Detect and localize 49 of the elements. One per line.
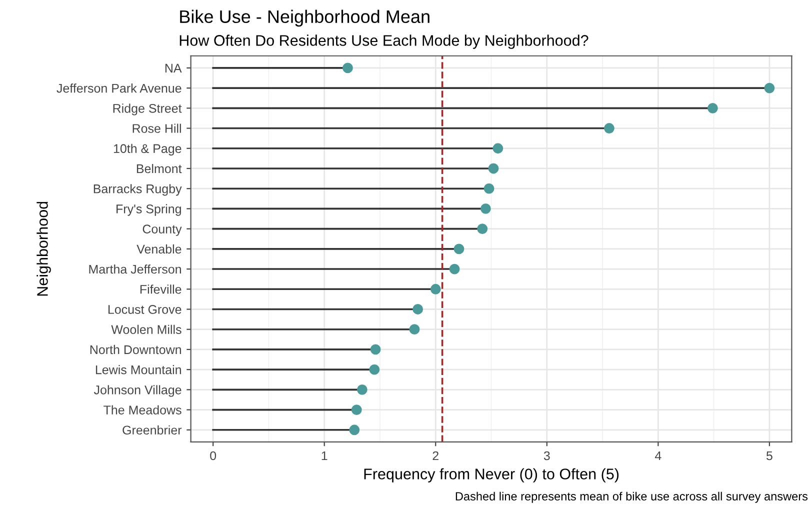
y-axis-title: Neighborhood: [36, 202, 51, 296]
point: [412, 304, 424, 314]
y-tick-label: North Downtown: [90, 344, 181, 354]
point: [604, 123, 614, 134]
point: [488, 163, 499, 174]
point: [484, 183, 494, 194]
x-axis-title: Frequency from Never (0) to Often (5): [364, 468, 619, 482]
point: [492, 143, 504, 154]
point: [409, 324, 420, 335]
y-tick-label: NA: [165, 64, 182, 72]
point: [342, 62, 353, 74]
point: [707, 102, 718, 114]
point: [370, 344, 381, 355]
y-tick-label: Locust Grove: [108, 305, 182, 314]
x-tick-label: 1: [322, 451, 328, 460]
x-tick-label: 2: [432, 451, 438, 460]
y-tick-label: The Meadows: [104, 405, 182, 414]
y-tick-label: Woolen Mills: [111, 324, 182, 334]
y-tick-label: Jefferson Park Avenue: [56, 84, 182, 93]
point: [430, 284, 441, 294]
x-tick-label: 0: [210, 451, 216, 460]
y-tick-label: Greenbrier: [122, 425, 182, 435]
point: [449, 264, 460, 274]
point: [764, 82, 775, 94]
text: Dashed line represents mean of bike use across all survey answers: [456, 492, 808, 503]
y-tick-label: Fry's Spring: [116, 204, 181, 216]
point: [454, 244, 464, 254]
y-tick-label: Venable: [136, 244, 182, 254]
point: [356, 384, 368, 395]
chart-title: Bike Use - Neighborhood Mean: [180, 10, 430, 27]
point: [480, 203, 491, 214]
y-tick-label: Fifeville: [140, 284, 182, 294]
point: [477, 224, 488, 234]
point: [349, 424, 360, 436]
point: [369, 364, 380, 375]
y-tick-label: Rose Hill: [132, 124, 181, 133]
y-tick-label: County: [142, 224, 182, 236]
y-tick-label: Ridge Street: [113, 104, 182, 116]
y-tick-label: Barracks Rugby: [94, 184, 182, 196]
point: [351, 404, 362, 415]
y-tick-label: 10th & Page: [114, 144, 182, 156]
y-tick-label: Belmont: [136, 164, 182, 174]
x-tick-label: 3: [544, 451, 550, 460]
y-tick-label: Johnson Village: [94, 385, 182, 397]
x-tick-label: 5: [766, 451, 772, 460]
y-tick-label: Lewis Mountain: [96, 365, 181, 374]
chart-subtitle: How Often Do Residents Use Each Mode by Neighborhood?: [180, 34, 588, 49]
y-tick-label: Martha Jefferson: [89, 264, 181, 274]
x-tick-label: 4: [654, 451, 662, 460]
